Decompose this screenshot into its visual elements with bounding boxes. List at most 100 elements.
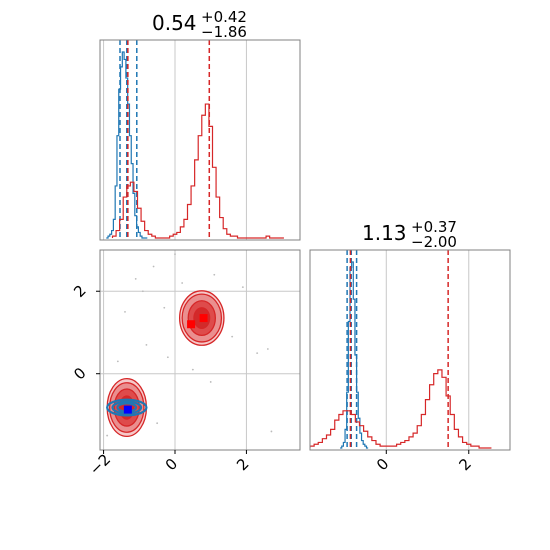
joint-y-ticks: 02 xyxy=(70,281,100,383)
marginal-2-x-tick-label: 0 xyxy=(373,455,392,474)
joint-scatter-point xyxy=(181,282,184,284)
marginal-1-series-2-bar xyxy=(213,167,217,238)
joint-scatter-point xyxy=(209,381,212,383)
marginal-2-series-2-bar xyxy=(454,429,458,448)
joint-y-tick-label: 0 xyxy=(70,364,89,383)
marginal-2-series-2-bar xyxy=(405,441,409,448)
marginal-1-series-2-bar xyxy=(138,208,142,238)
marginal-1-series-2-bar xyxy=(130,182,134,238)
marginal-2-series-2-bar xyxy=(434,374,438,448)
joint-scatter-point xyxy=(156,422,159,425)
marginal-2-series-2-bar xyxy=(335,420,339,448)
marginal-2-series-2-bar xyxy=(425,400,429,448)
marginal-1-series-2-bar xyxy=(141,221,145,238)
joint-scatter-point xyxy=(152,265,155,268)
marginal-2-series-2-bar xyxy=(368,437,372,448)
joint-scatter-point xyxy=(134,277,137,280)
marginal-1-series-2-bar xyxy=(180,227,184,238)
joint-red-best-fit-marker xyxy=(187,320,196,329)
marginal-2-series-2-bar xyxy=(397,444,401,448)
marginal-1-series-2-bar xyxy=(184,219,188,238)
joint-scatter-point xyxy=(256,352,259,354)
marginal-1-series-1-bar xyxy=(121,67,123,238)
marginal-1-series-2-bar xyxy=(198,136,202,238)
marginal-2-series-2-bar xyxy=(359,426,363,448)
marginal-1-series-2-bar xyxy=(148,234,152,238)
marginal-1-title-minus: −1.86 xyxy=(201,23,247,41)
marginal-1-series-2-bar xyxy=(227,234,231,238)
marginal-2-title-plus: +0.37 xyxy=(411,218,457,236)
marginal-2-series-2-bar xyxy=(438,370,442,448)
marginal-2-series-2-bar xyxy=(310,446,314,448)
marginal-2-series-2-bar xyxy=(351,415,355,448)
marginal-2-title-minus: −2.00 xyxy=(411,233,457,251)
marginal-1-series-2-bar xyxy=(177,232,181,238)
joint-red-best-fit-marker xyxy=(199,314,208,323)
joint-scatter-point xyxy=(241,286,244,289)
marginal-2-series-1-step xyxy=(340,261,369,449)
marginal-2-series-2-bar xyxy=(467,444,471,448)
marginal-2-series-2-bar xyxy=(343,411,347,448)
marginal-1-title-value: 0.54 xyxy=(152,11,197,35)
marginal-2-series-2-bar xyxy=(372,441,376,448)
marginal-1-series-2-bar xyxy=(170,236,174,238)
marginal-2-series-2-bar xyxy=(355,422,359,448)
joint-scatter-point xyxy=(270,430,273,433)
marginal-1-grid xyxy=(103,40,247,240)
marginal-1-series-2-bar xyxy=(195,160,199,238)
marginal-1-series-2-bar xyxy=(234,236,238,238)
marginal-1-series-2-bar xyxy=(216,197,220,238)
joint-x-tick-label: −2 xyxy=(86,450,114,478)
marginal-2-series-2-bar xyxy=(314,444,318,448)
marginal-1-series-2-bar xyxy=(134,192,138,239)
joint-x-tick-label: 2 xyxy=(233,455,252,474)
joint-frame xyxy=(99,249,301,451)
marginal-1-series-2-bar xyxy=(188,205,192,238)
joint-scatter-point xyxy=(163,306,166,309)
marginal-1-series-2-bar xyxy=(123,197,127,238)
marginal-1-frame xyxy=(99,39,301,241)
marginal-2-series-2-step xyxy=(310,369,492,449)
marginal-1-series-2-step xyxy=(111,103,284,239)
marginal-2-series-2-bar xyxy=(376,444,380,448)
marginal-1-series-1-bar xyxy=(110,234,112,238)
joint-scatter-point xyxy=(191,368,194,371)
joint-scatter-point xyxy=(106,434,109,437)
marginal-1-series-2-bar xyxy=(173,234,177,238)
marginal-2-series-2-bar xyxy=(430,385,434,448)
marginal-2-series-2-bar xyxy=(364,431,368,448)
marginal-2-series-2-bar xyxy=(450,415,454,448)
joint-scatter-point xyxy=(266,348,269,350)
marginal-2-series-2-bar xyxy=(409,437,413,448)
joint-scatter-point xyxy=(145,343,148,346)
marginal-1-series-2-bar xyxy=(266,236,270,238)
joint-scatter-point xyxy=(166,356,169,359)
marginal-1-series-2-bar xyxy=(191,186,195,238)
marginal-2-series-2-bar xyxy=(475,446,479,448)
marginal-1-series-1-bar xyxy=(108,236,110,238)
marginal-1-series-2-bar xyxy=(230,236,234,238)
joint-content xyxy=(106,253,273,438)
marginal-1-series-2-bar xyxy=(220,218,224,238)
marginal-1-series-2-bar xyxy=(209,126,213,238)
marginal-1-content xyxy=(106,40,284,240)
marginal-1-series-2-bar xyxy=(145,231,149,238)
marginal-2-series-2-bar xyxy=(392,446,396,448)
joint-blue-contour-level xyxy=(106,398,148,417)
marginal-2-x-tick-label: 2 xyxy=(455,455,474,474)
marginal-histogram-1: 0.54 +0.42 −1.86 xyxy=(99,8,301,241)
marginal-1-series-2-bar xyxy=(205,104,209,238)
joint-x-ticks: −2 0 2 xyxy=(86,450,253,479)
marginal-2-series-2-bar xyxy=(421,415,425,448)
joint-contour-plot: −2 0 2 02 xyxy=(70,249,301,479)
joint-x-tick-label: 0 xyxy=(162,455,181,474)
marginal-2-series-2-bar xyxy=(318,442,322,448)
joint-scatter-point xyxy=(124,310,126,313)
joint-scatter-point xyxy=(116,360,119,363)
marginal-1-title-plus: +0.42 xyxy=(201,8,247,26)
marginal-1-title: 0.54 xyxy=(152,11,197,35)
joint-blue-best-fit-marker xyxy=(123,405,132,414)
marginal-2-content xyxy=(310,250,492,450)
